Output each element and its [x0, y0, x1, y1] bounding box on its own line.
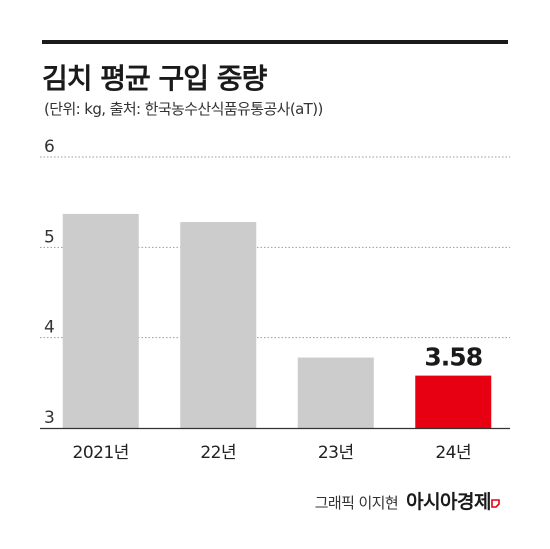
bar — [297, 357, 374, 428]
y-tick-label: 6 — [44, 137, 55, 157]
chart-subtitle: (단위: kg, 출처: 한국농수산식품유통공사(aT)) — [44, 100, 323, 118]
brand-logo: 아시아경제 — [406, 487, 500, 514]
x-tick-label: 22년 — [200, 443, 236, 463]
x-tick-label: 2021년 — [73, 443, 129, 463]
y-tick-label: 4 — [44, 318, 55, 338]
y-tick-label: 3 — [44, 408, 55, 428]
chart-title: 김치 평균 구입 중량 — [42, 62, 267, 95]
data-label: 3.58 — [424, 343, 482, 372]
x-tick-label: 24년 — [435, 443, 471, 463]
y-tick-label: 5 — [44, 227, 55, 247]
brand-name: 아시아경제 — [406, 491, 491, 513]
bar — [415, 375, 492, 428]
brand-mark-icon — [491, 499, 500, 508]
bar — [180, 222, 257, 428]
bar — [62, 213, 139, 428]
graphic-credit: 그래픽 이지현 — [314, 494, 399, 512]
x-tick-label: 23년 — [318, 443, 354, 463]
top-rule — [42, 40, 508, 44]
credit: 그래픽 이지현 아시아경제 — [315, 487, 500, 514]
